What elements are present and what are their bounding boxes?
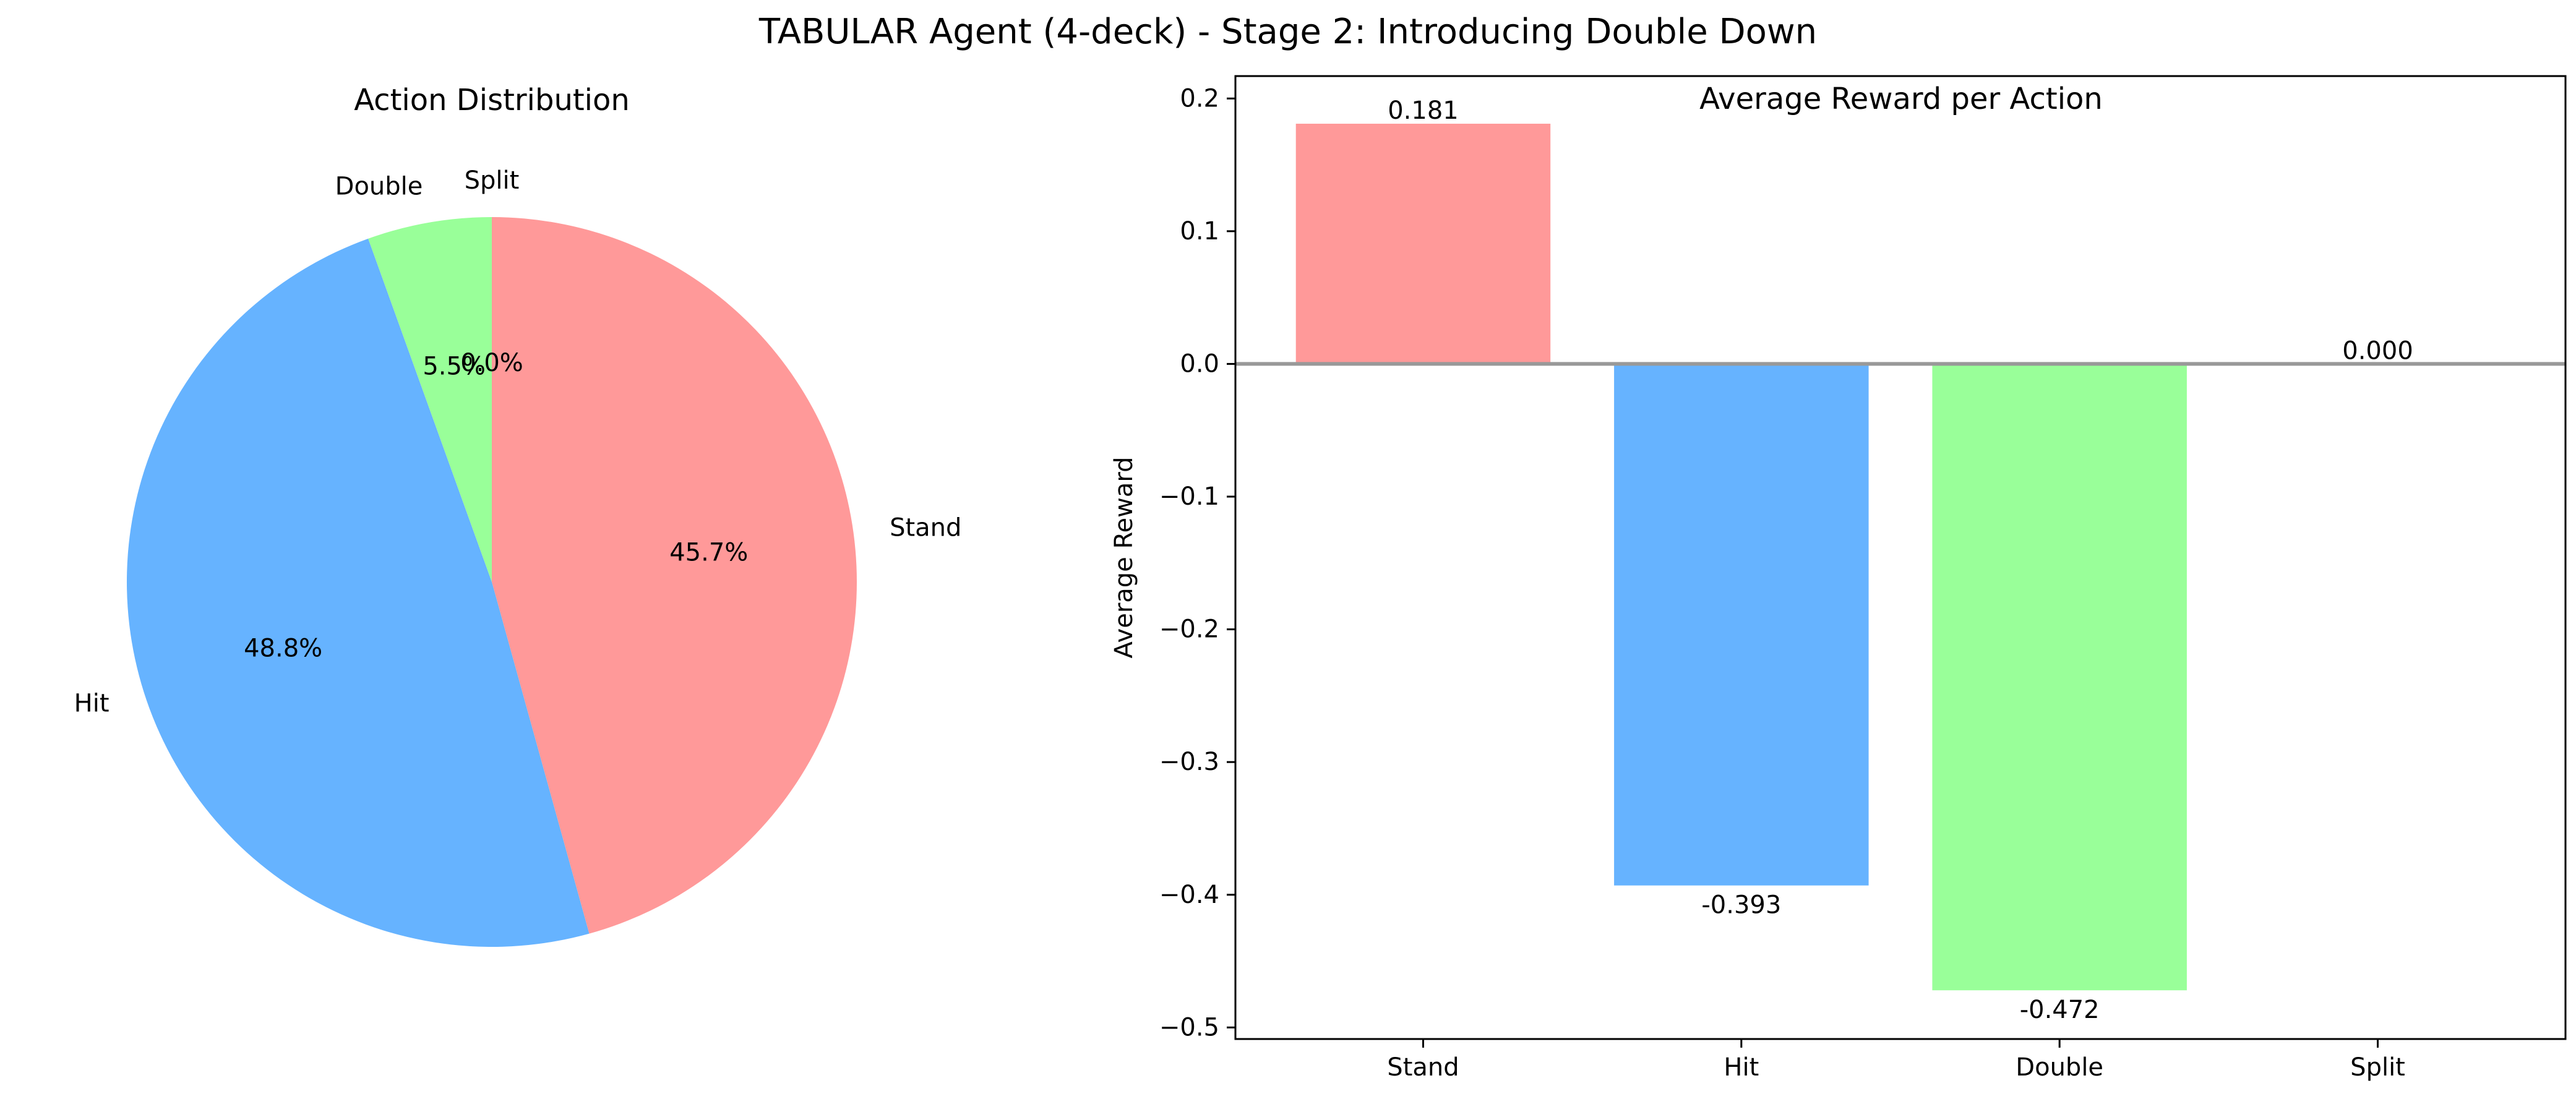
bar-stand <box>1295 124 1551 364</box>
plot-frame <box>1234 75 2567 1040</box>
x-tick-label-split: Split <box>2350 1053 2405 1082</box>
y-tick-label: −0.1 <box>1159 482 1219 511</box>
y-tick-label: 0.2 <box>1180 84 1219 113</box>
pie-slice-stand <box>492 217 857 934</box>
pie-label-split: Split <box>465 166 520 195</box>
pie-label-stand: Stand <box>890 514 961 542</box>
pie-slice-hit <box>127 238 590 947</box>
y-tick-label: 0.1 <box>1180 217 1219 246</box>
y-tick-label: −0.5 <box>1159 1013 1219 1041</box>
bar-value-split: 0.000 <box>2342 336 2413 365</box>
x-axis: Stand Hit Double Split <box>1387 1039 2405 1082</box>
y-axis: 0.2 0.1 0.0 −0.1 −0.2 −0.3 −0.4 −0.5 <box>1159 84 1235 1041</box>
y-tick-label: 0.0 <box>1180 349 1219 378</box>
bar-value-hit: -0.393 <box>1701 891 1781 920</box>
pie-pct-stand: 45.7% <box>669 538 748 567</box>
pie-pct-hit: 48.8% <box>244 634 322 662</box>
bar-value-double: -0.472 <box>2020 996 2100 1024</box>
bar-hit <box>1614 364 1869 886</box>
pie-chart: Action Distribution Stand 45.7% Hit 48.8% Do… <box>74 83 962 947</box>
y-tick-label: −0.4 <box>1159 881 1219 909</box>
x-tick-label-hit: Hit <box>1724 1053 1759 1082</box>
pie-pct-split: 0.0% <box>460 349 523 377</box>
pie-label-double: Double <box>335 173 423 201</box>
pie-title: Action Distribution <box>354 83 630 118</box>
bar-value-stand: 0.181 <box>1388 96 1459 125</box>
bar-value-labels: 0.181 -0.393 -0.472 0.000 <box>1388 96 2413 1024</box>
bar-title: Average Reward per Action <box>1699 82 2103 116</box>
pie-pct-double: 5.5% <box>423 352 486 380</box>
pie-labels: Stand 45.7% Hit 48.8% Double 5.5% Split 0.0% <box>74 166 962 718</box>
bar-double <box>1932 364 2187 991</box>
bar-series <box>1295 124 2505 991</box>
figure-title: TABULAR Agent (4-deck) - Stage 2: Introd… <box>758 12 1817 52</box>
pie-slices <box>127 217 857 947</box>
x-tick-label-double: Double <box>2016 1053 2103 1082</box>
y-tick-label: −0.2 <box>1159 615 1219 644</box>
pie-slice-double <box>368 217 492 582</box>
pie-label-hit: Hit <box>74 690 109 718</box>
y-tick-label: −0.3 <box>1159 748 1219 776</box>
x-tick-label-stand: Stand <box>1387 1053 1459 1082</box>
y-axis-label: Average Reward <box>1110 457 1138 659</box>
bar-chart: Average Reward per Action 0.181 -0.393 -0.… <box>1110 75 2567 1082</box>
